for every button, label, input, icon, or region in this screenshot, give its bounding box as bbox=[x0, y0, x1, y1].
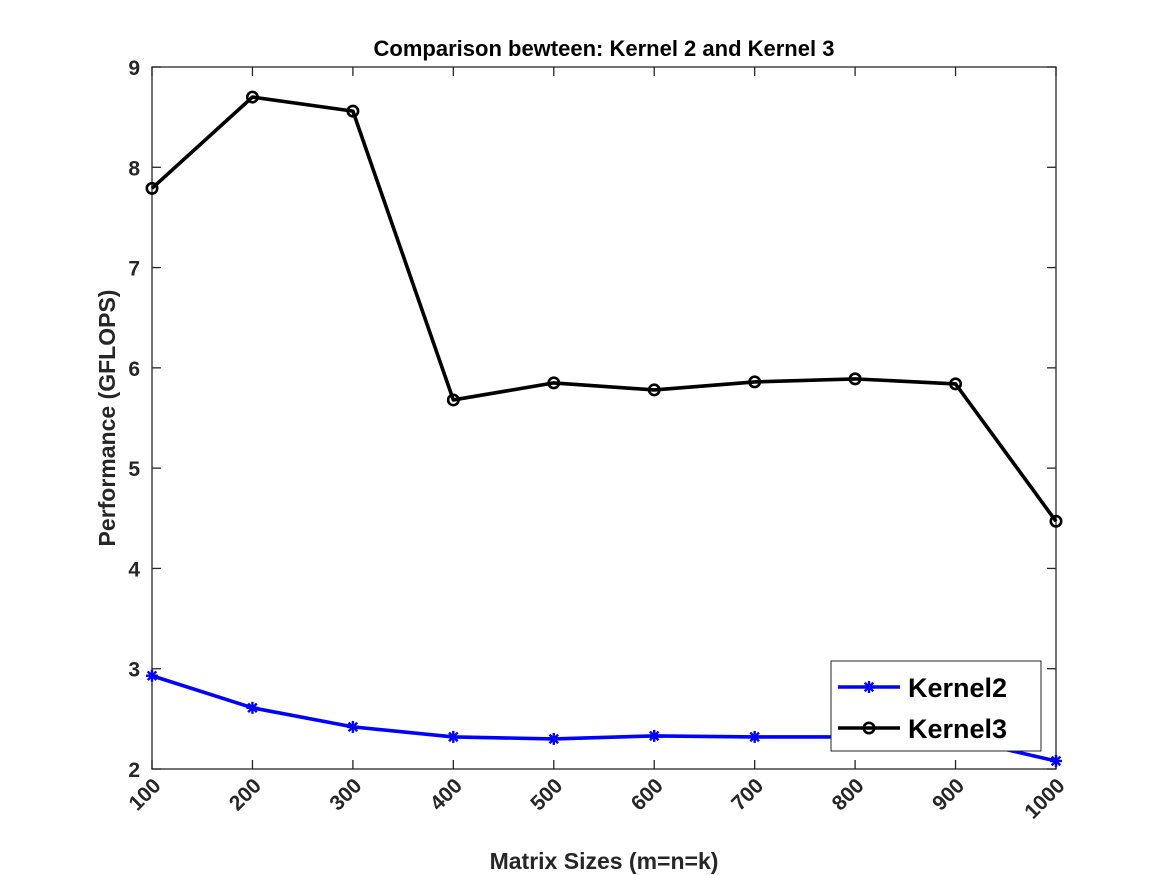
kernel2-point bbox=[648, 729, 661, 742]
x-tick-label: 700 bbox=[727, 774, 768, 815]
y-tick-label: 9 bbox=[128, 57, 140, 80]
y-tick-label: 3 bbox=[128, 659, 140, 682]
x-tick-label: 600 bbox=[627, 774, 668, 815]
kernel3-point bbox=[1049, 514, 1063, 528]
x-tick-label: 800 bbox=[828, 774, 869, 815]
kernel2-point bbox=[1050, 754, 1062, 767]
x-tick-label: 200 bbox=[225, 774, 266, 815]
legend: Kernel2 Kernel3 bbox=[830, 660, 1042, 752]
kernel3-point bbox=[547, 376, 561, 390]
legend-label: Kernel3 bbox=[908, 714, 1007, 744]
y-tick-label: 2 bbox=[128, 759, 140, 782]
x-tick-label: 1000 bbox=[1020, 774, 1069, 823]
legend-entry-kernel3: Kernel3 bbox=[838, 714, 1007, 744]
legend-entry-kernel2: Kernel2 bbox=[838, 673, 1007, 703]
legend-label: Kernel2 bbox=[908, 673, 1007, 703]
kernel2-point bbox=[146, 669, 158, 682]
kernel2-point bbox=[346, 720, 359, 733]
kernel3-point bbox=[748, 375, 762, 389]
legend-box bbox=[830, 660, 1042, 752]
kernel3-line bbox=[150, 95, 1058, 523]
x-axis-label: Matrix Sizes (m=n=k) bbox=[490, 848, 719, 874]
kernel3-point bbox=[949, 377, 963, 391]
kernel3-point bbox=[862, 721, 876, 735]
y-tick-label: 6 bbox=[128, 358, 140, 381]
kernel2-point bbox=[748, 730, 761, 743]
kernel2-point bbox=[863, 681, 875, 693]
chart-title: Comparison bewteen: Kernel 2 and Kernel … bbox=[374, 36, 835, 61]
y-axis: 2 3 4 5 6 7 8 9 bbox=[128, 57, 1056, 782]
x-tick-label: 300 bbox=[325, 774, 366, 815]
x-tick-label: 500 bbox=[526, 774, 567, 815]
y-tick-label: 7 bbox=[128, 258, 140, 281]
kernel3-point bbox=[848, 372, 862, 386]
y-tick-label: 4 bbox=[128, 558, 140, 581]
x-tick-label: 400 bbox=[426, 774, 467, 815]
kernel3-point bbox=[346, 104, 360, 118]
kernel2-point bbox=[246, 701, 259, 714]
x-tick-label: 900 bbox=[928, 774, 969, 815]
series-kernel3 bbox=[145, 90, 1063, 528]
kernel2-point bbox=[447, 730, 460, 743]
kernel2-point bbox=[547, 732, 560, 745]
kernel3-point bbox=[245, 90, 259, 104]
plot-area-frame bbox=[151, 66, 1057, 770]
y-axis-label: Performance (GFLOPS) bbox=[94, 290, 120, 547]
kernel3-point bbox=[145, 181, 159, 195]
kernel3-point bbox=[446, 393, 460, 407]
kernel3-point bbox=[647, 383, 661, 397]
y-tick-label: 8 bbox=[128, 157, 140, 180]
y-tick-label: 5 bbox=[128, 458, 140, 481]
